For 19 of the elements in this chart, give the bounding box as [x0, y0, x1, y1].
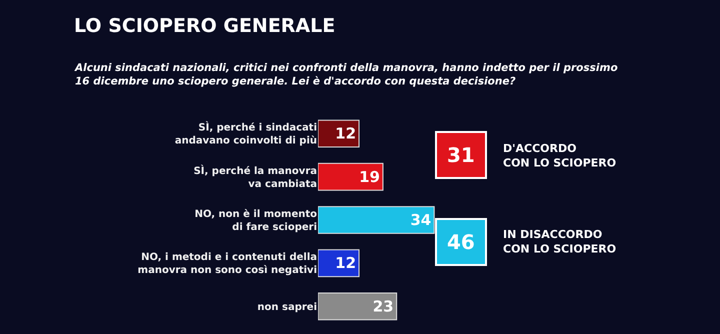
chart-subtitle: Alcuni sindacati nazionali, critici nei confronti della manovra, hanno indetto per il prossimo 16 dicembre uno sciopero generale. Lei è d'accordo con questa decisione? — [74, 62, 618, 88]
text: 46 — [447, 230, 475, 254]
data-label: 19 — [359, 168, 380, 186]
text: IN DISACCORDO CON LO SCIOPERO — [503, 228, 616, 256]
bar — [318, 162, 384, 191]
y-tick-label: SÌ, perché i sindacati andavano coinvolti di più — [174, 120, 317, 147]
data-label: 12 — [335, 254, 356, 272]
chart-title: LO SCIOPERO GENERALE — [74, 15, 336, 37]
y-tick-label: SÌ, perché la manovra va cambiata — [194, 164, 317, 190]
data-label: 34 — [410, 211, 432, 229]
text: 31 — [447, 143, 475, 167]
bar — [318, 120, 360, 148]
y-tick-label: non saprei — [257, 302, 317, 313]
text: D'ACCORDO CON LO SCIOPERO — [503, 142, 616, 170]
y-tick-label: NO, i metodi e i contenuti della manovra non sono così negativi — [138, 252, 317, 276]
bar — [318, 292, 398, 320]
data-label: 12 — [335, 124, 356, 143]
data-label: 23 — [372, 297, 394, 316]
y-tick-label: NO, non è il momento di fare scioperi — [194, 209, 318, 233]
